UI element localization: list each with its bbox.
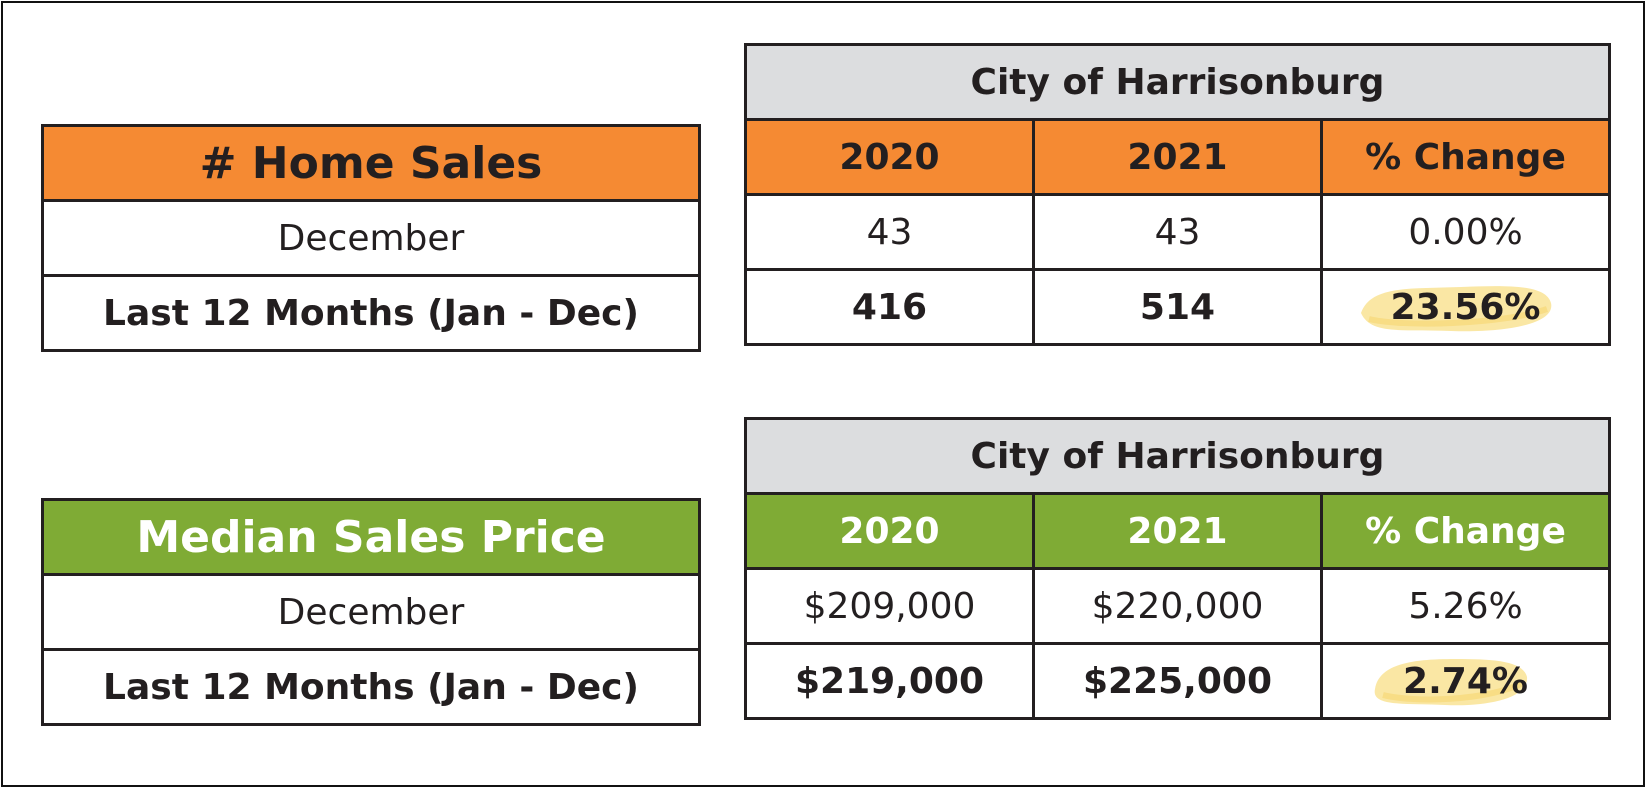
median-price-row-label-december: December xyxy=(41,573,701,651)
median-price-dec-2021: $220,000 xyxy=(1032,567,1323,645)
median-price-12m-2021: $225,000 xyxy=(1032,642,1323,720)
home-sales-dec-change: 0.00% xyxy=(1320,193,1611,271)
median-price-city-table: City of Harrisonburg 2020 2021 % Change … xyxy=(744,417,1611,720)
home-sales-col-change: % Change xyxy=(1320,118,1611,196)
home-sales-region-header: City of Harrisonburg xyxy=(744,43,1611,121)
home-sales-dec-2020: 43 xyxy=(744,193,1035,271)
median-price-12m-change-cell: 2.74% xyxy=(1320,642,1611,720)
home-sales-dec-2021: 43 xyxy=(1032,193,1323,271)
median-price-col-change: % Change xyxy=(1320,492,1611,570)
median-price-12m-2020: $219,000 xyxy=(744,642,1035,720)
highlight-mark: 23.56% xyxy=(1360,285,1551,331)
home-sales-col-2021: 2021 xyxy=(1032,118,1323,196)
home-sales-row-label-december: December xyxy=(41,199,701,277)
median-price-col-2020: 2020 xyxy=(744,492,1035,570)
median-price-region-header: City of Harrisonburg xyxy=(744,417,1611,495)
home-sales-label-table: # Home Sales December Last 12 Months (Ja… xyxy=(41,124,701,352)
median-price-title: Median Sales Price xyxy=(41,498,701,576)
highlight-mark: 2.74% xyxy=(1374,658,1528,705)
home-sales-12m-change: 23.56% xyxy=(1390,286,1541,328)
home-sales-city-table: City of Harrisonburg 2020 2021 % Change … xyxy=(744,43,1611,346)
median-price-col-2021: 2021 xyxy=(1032,492,1323,570)
home-sales-col-2020: 2020 xyxy=(744,118,1035,196)
median-price-dec-change: 5.26% xyxy=(1320,567,1611,645)
median-price-12m-change: 2.74% xyxy=(1403,660,1528,702)
home-sales-12m-change-cell: 23.56% xyxy=(1320,268,1611,346)
home-sales-12m-2020: 416 xyxy=(744,268,1035,346)
home-sales-title: # Home Sales xyxy=(41,124,701,202)
home-sales-row-label-12-months: Last 12 Months (Jan - Dec) xyxy=(41,274,701,352)
median-price-label-table: Median Sales Price December Last 12 Mont… xyxy=(41,498,701,726)
home-sales-12m-2021: 514 xyxy=(1032,268,1323,346)
median-price-row-label-12-months: Last 12 Months (Jan - Dec) xyxy=(41,648,701,726)
median-price-dec-2020: $209,000 xyxy=(744,567,1035,645)
